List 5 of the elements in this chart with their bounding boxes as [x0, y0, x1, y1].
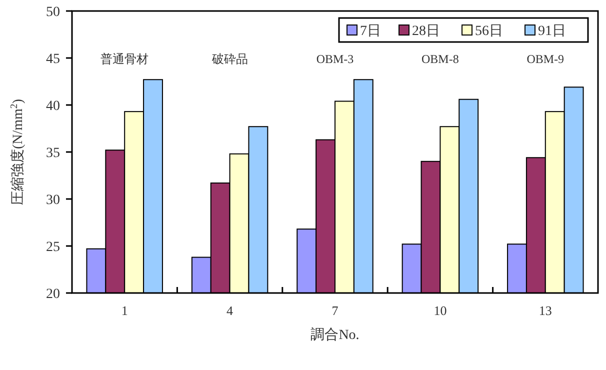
annotation: 普通骨材 — [100, 52, 149, 66]
annotation: OBM-3 — [316, 52, 354, 66]
annotation: OBM-8 — [422, 52, 459, 66]
annotation: 破砕品 — [212, 52, 248, 66]
annotation: OBM-9 — [526, 52, 564, 66]
